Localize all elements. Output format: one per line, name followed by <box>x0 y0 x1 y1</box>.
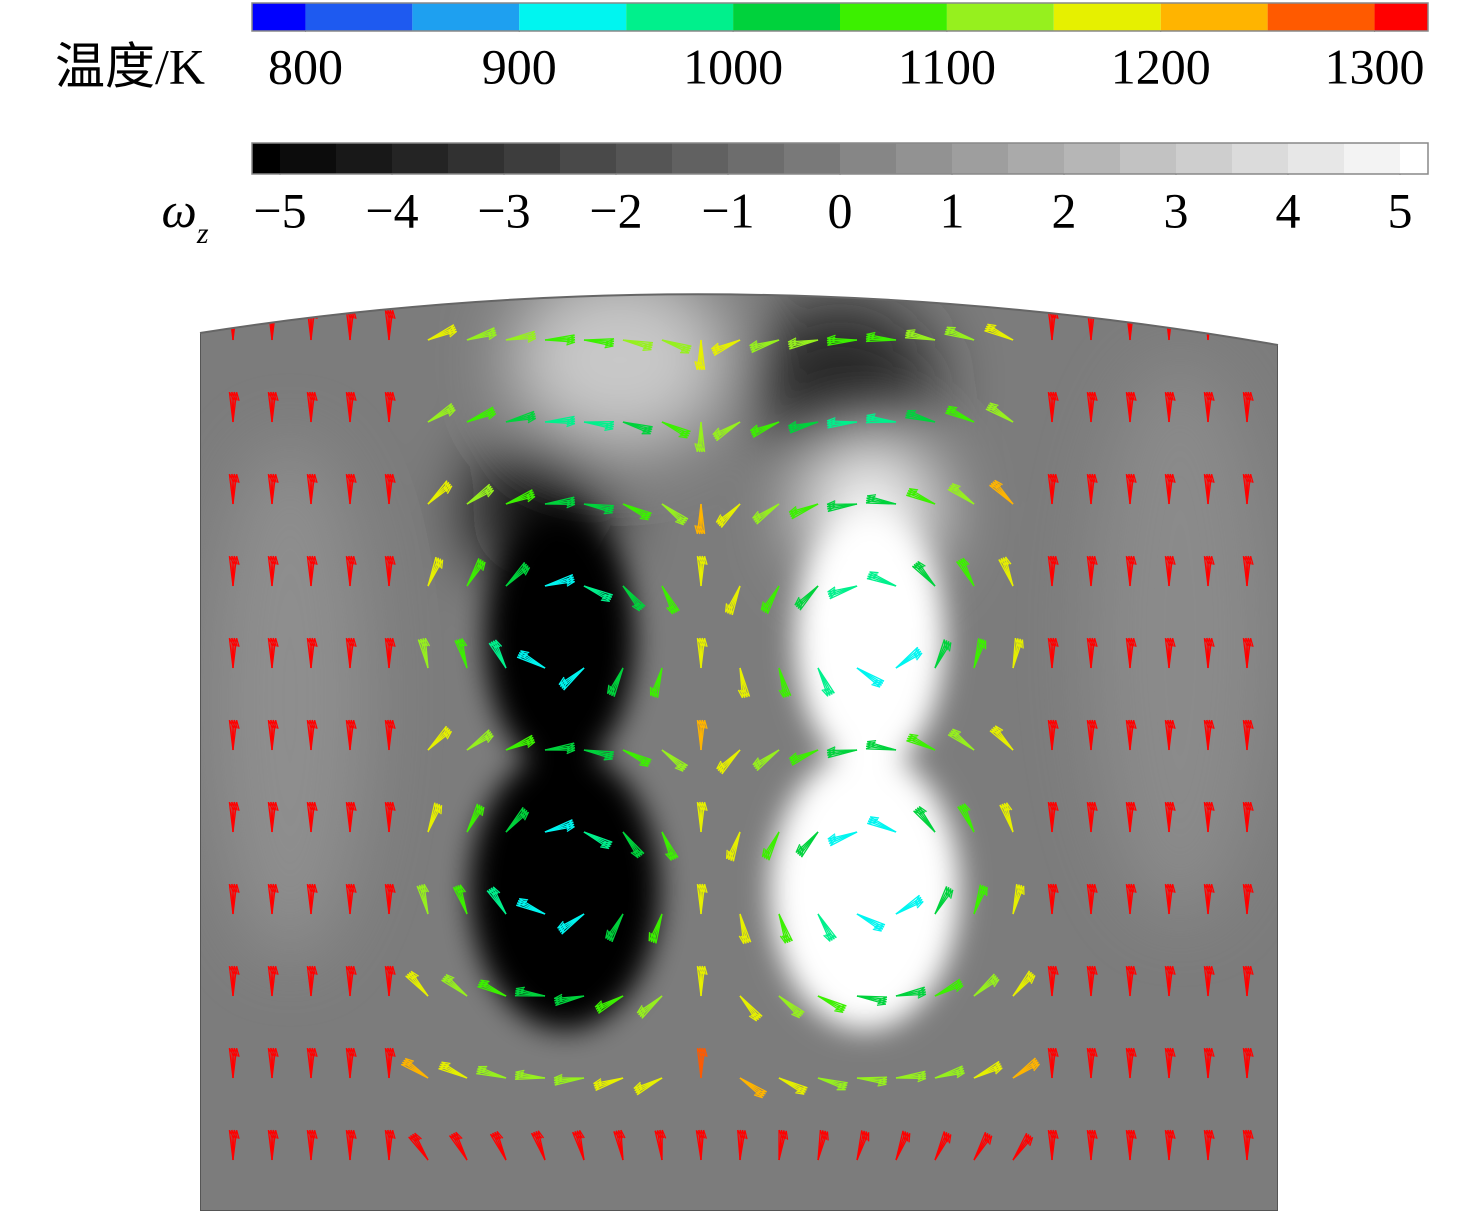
velocity-vector-head <box>268 310 272 318</box>
colorbar-label-main: ω <box>162 182 197 238</box>
colorbar-label-sub: z <box>196 217 209 250</box>
velocity-vector-head <box>229 310 233 318</box>
velocity-vector-head <box>1251 310 1253 319</box>
colorbar-tick-label: 3 <box>1164 182 1189 238</box>
velocity-vector-head <box>1022 640 1023 649</box>
colorbar-segment <box>1344 143 1400 174</box>
velocity-vector-head <box>237 310 239 319</box>
colorbar-segment <box>252 3 305 31</box>
colorbar-segment <box>560 143 616 174</box>
velocity-vector-head <box>906 330 915 331</box>
colorbar-segment <box>840 143 896 174</box>
colorbar-segment <box>448 143 504 174</box>
colorbar-tick-label: −1 <box>701 182 754 238</box>
colorbar-tick-label: −5 <box>253 182 306 238</box>
colorbar-segment <box>952 143 1008 174</box>
colorbar-segment <box>252 143 280 174</box>
velocity-vector-head <box>1246 310 1250 318</box>
velocity-vector-head <box>604 759 613 760</box>
velocity-vector-head <box>1168 310 1172 318</box>
colorbar-segment <box>1008 143 1064 174</box>
velocity-vector <box>1247 310 1251 340</box>
colorbar-segment <box>947 3 1054 31</box>
velocity-vector-head <box>1129 310 1133 318</box>
colorbar-tick-label: 5 <box>1388 182 1413 238</box>
colorbar-segment <box>896 143 952 174</box>
velocity-vector-head <box>1243 310 1247 318</box>
colorbar-segment <box>1064 143 1120 174</box>
colorbar-tick-label: 0 <box>828 182 853 238</box>
velocity-vector-head <box>642 350 651 351</box>
colorbar-segment <box>1268 3 1375 31</box>
colorbar-tick-label: 1000 <box>683 38 783 94</box>
colorbar-segment <box>728 143 784 174</box>
velocity-vector-head <box>232 310 236 318</box>
velocity-vector-head <box>727 850 728 859</box>
colorbar-segment <box>1054 3 1161 31</box>
velocity-vector-head <box>1212 310 1214 319</box>
colorbar-segment <box>504 143 560 174</box>
colorbar-segment <box>305 3 412 31</box>
colorbar-tick-label: 1100 <box>898 38 996 94</box>
velocity-vector-head <box>909 1133 910 1142</box>
colorbar-segment <box>336 143 392 174</box>
colorbar-segment <box>412 3 519 31</box>
velocity-vector-head <box>726 603 727 612</box>
colorbar-segment <box>1232 143 1288 174</box>
colorbar-label: 温度/K <box>55 38 205 94</box>
velocity-vector-head <box>271 310 275 318</box>
velocity-vector-head <box>1134 310 1136 319</box>
colorbar-segment <box>1176 143 1232 174</box>
velocity-vector <box>1246 310 1247 340</box>
colorbar-tick-label: −2 <box>589 182 642 238</box>
velocity-vector-head <box>276 310 278 319</box>
velocity-vector <box>827 750 857 751</box>
velocity-vector <box>1243 310 1247 340</box>
colorbar-segment <box>519 3 626 31</box>
colorbar-tick-label: 4 <box>1276 182 1301 238</box>
colorbar-tick-label: 1 <box>940 182 965 238</box>
velocity-vector-head <box>1165 310 1169 318</box>
colorbar-segment <box>1288 143 1344 174</box>
velocity-vector-head <box>1204 310 1208 318</box>
velocity-vector-head <box>1170 310 1173 318</box>
colorbar-tick-label: −3 <box>477 182 530 238</box>
velocity-vector-head <box>1173 310 1175 319</box>
colorbar-segment <box>784 143 840 174</box>
velocity-vector-head <box>441 805 442 814</box>
velocity-vector-head <box>1248 310 1251 318</box>
colorbar-segment <box>840 3 947 31</box>
colorbar-segment <box>626 3 733 31</box>
velocity-vector-head <box>1209 310 1212 318</box>
colorbar-segment <box>672 143 728 174</box>
vorticity-field <box>200 270 1278 1211</box>
colorbar-segment <box>733 3 840 31</box>
colorbar-label: ωz <box>162 182 209 249</box>
velocity-vector-head <box>1126 310 1130 318</box>
colorbar-segment <box>616 143 672 174</box>
colorbar-tick-label: −4 <box>365 182 418 238</box>
colorbar-segment <box>1375 3 1428 31</box>
colorbar-segment <box>1400 143 1428 174</box>
velocity-vector-head <box>273 310 276 318</box>
colorbar-segment <box>392 143 448 174</box>
velocity-vector-head <box>1207 310 1211 318</box>
velocity-vector-head <box>1131 310 1134 318</box>
velocity-vector-head <box>234 310 237 318</box>
colorbar-tick-label: 800 <box>268 38 343 94</box>
colorbar-tick-label: 900 <box>482 38 557 94</box>
velocity-vector-head <box>827 1132 828 1141</box>
velocity-vector <box>1247 310 1248 340</box>
colorbar-segment <box>1120 143 1176 174</box>
colorbar-segment <box>280 143 336 174</box>
colorbar-tick-label: 1200 <box>1111 38 1211 94</box>
velocity-vector-head <box>870 572 879 573</box>
colorbar-tick-label: 2 <box>1052 182 1077 238</box>
colorbar-tick-label: 1300 <box>1325 38 1425 94</box>
colorbar-segment <box>1161 3 1268 31</box>
